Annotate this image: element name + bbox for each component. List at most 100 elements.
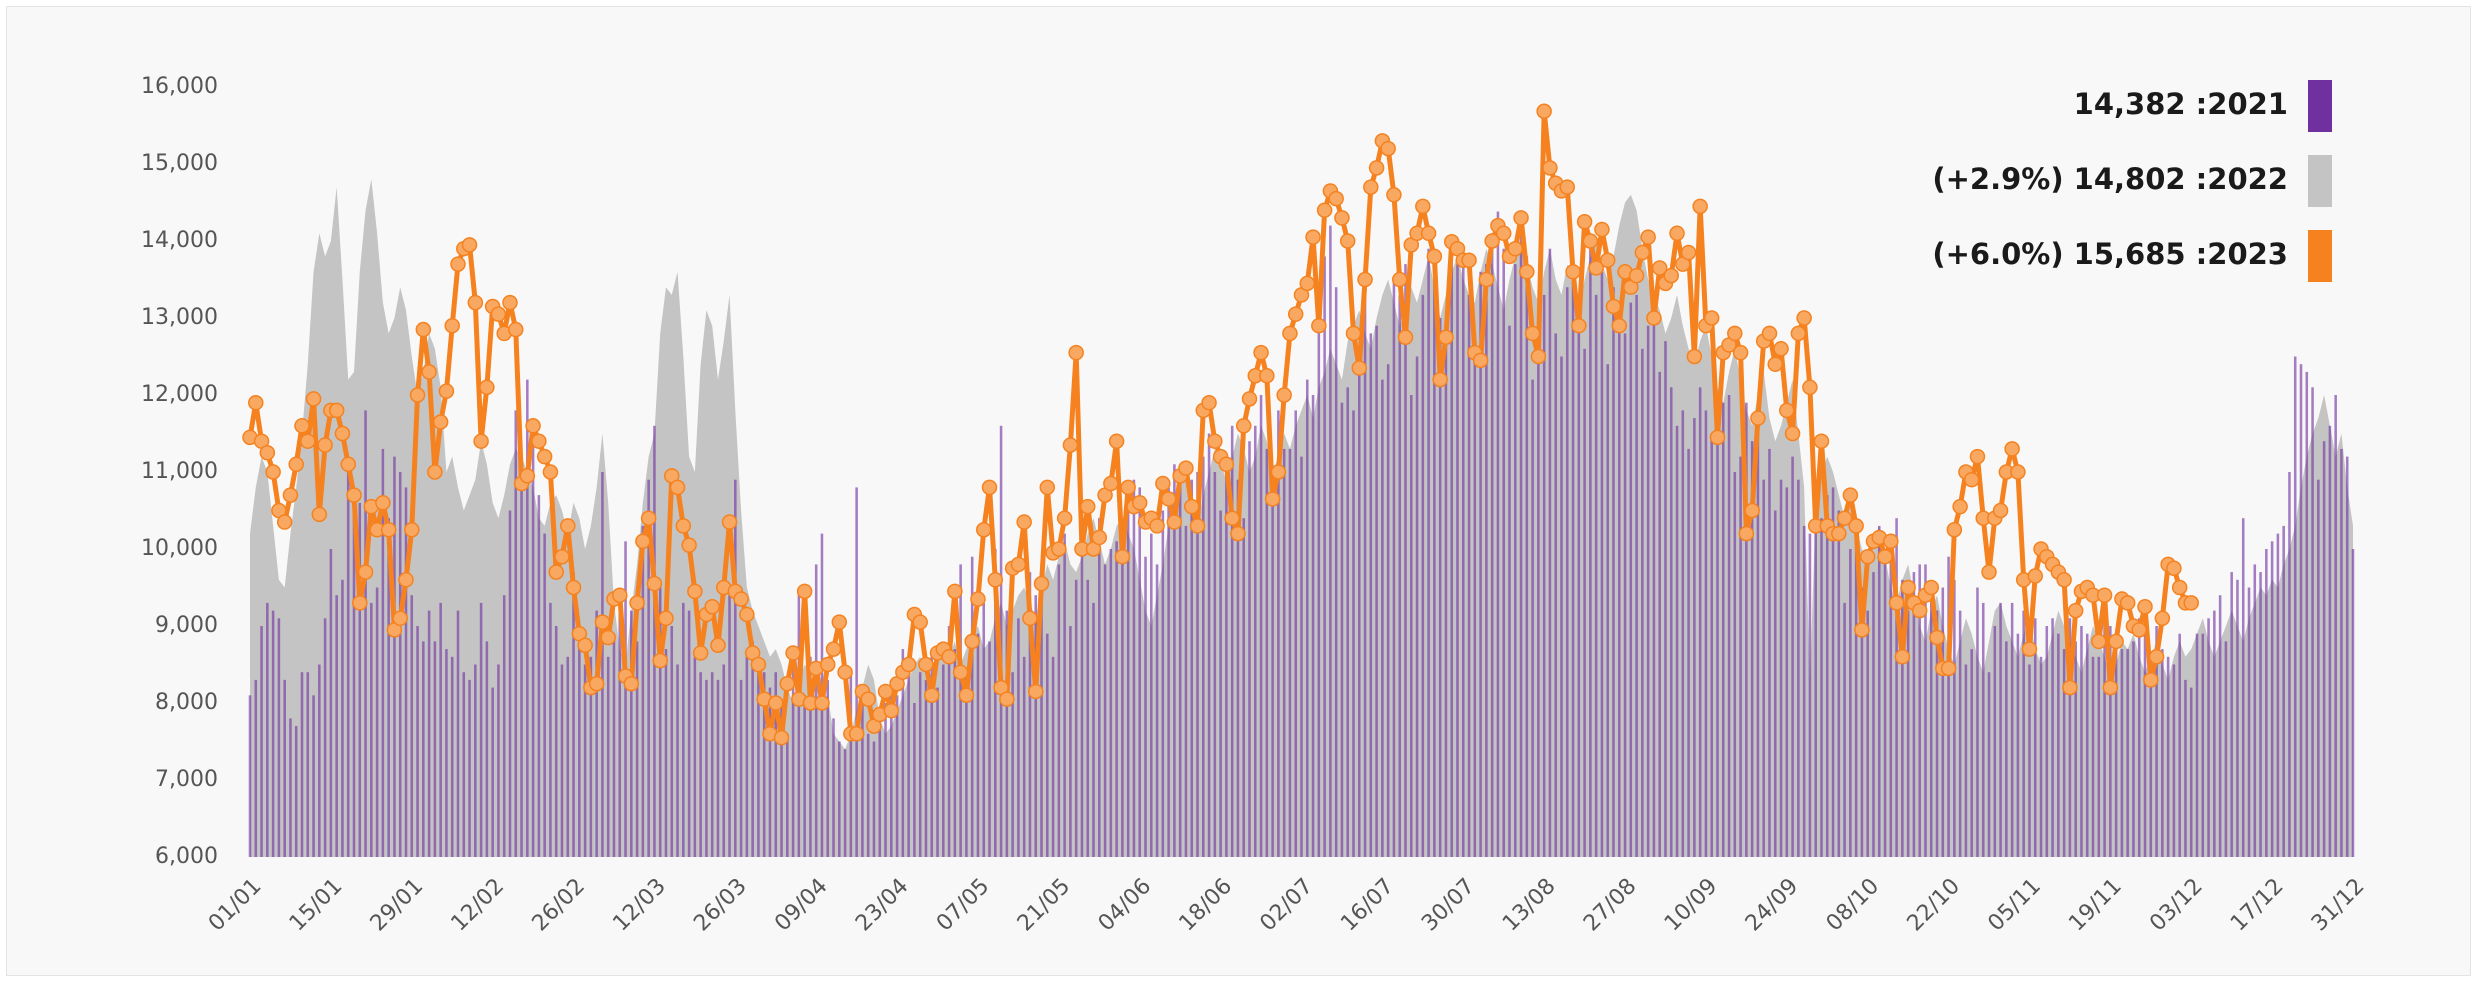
bar [716,679,720,857]
marker [1854,622,1870,638]
marker [2183,595,2199,611]
bar [560,664,564,857]
bar [1837,510,1841,857]
legend-swatch [2308,155,2332,207]
bar [1277,410,1280,857]
x-tick-label: 02/07 [1255,874,1318,937]
bar [393,456,396,857]
marker [2021,641,2038,657]
bar [797,595,801,857]
marker [1813,433,1830,449]
marker [1779,402,1795,419]
bar [1641,348,1644,857]
bar-layer [248,211,2355,858]
bar [618,602,622,857]
marker [2119,595,2136,611]
bar [1375,325,1378,857]
bar [277,618,281,857]
bar [1560,356,1563,857]
marker [825,641,842,657]
bar [1161,510,1165,857]
x-tick-label: 30/07 [1417,874,1480,937]
bar [1762,479,1765,857]
marker [600,629,616,646]
marker [1940,660,1957,677]
bar [1958,610,1962,857]
bar [2132,641,2135,857]
bar [612,633,616,857]
bar [514,410,518,857]
bar [566,656,570,857]
bar [1121,541,1124,857]
marker [1767,356,1784,372]
bar [2166,656,2170,857]
marker [1680,244,1697,261]
bar [485,641,489,857]
marker [1582,233,1599,249]
bar [1571,264,1575,858]
bar [294,726,298,857]
bar [1421,294,1425,857]
bar [404,487,408,857]
marker [635,533,651,550]
marker [1507,240,1524,257]
marker [1438,329,1454,345]
bar [930,656,934,857]
marker [1056,510,1073,526]
marker [490,306,507,322]
marker [1276,387,1292,403]
bar [462,672,466,857]
marker [404,522,420,538]
bar [1814,518,1817,857]
bar [988,641,991,857]
bar [1398,294,1401,857]
bar [751,641,754,857]
bar [468,679,471,857]
marker [1981,564,1997,580]
bar [814,564,818,857]
bar [2149,656,2153,857]
marker [1484,233,1500,249]
marker [1363,179,1379,195]
marker [1565,264,1581,280]
bar [2074,641,2077,857]
bar [1698,387,1702,857]
marker [1259,368,1275,384]
marker [1836,510,1853,526]
bar [1502,248,1505,857]
marker [675,518,692,534]
bar [271,610,275,857]
marker [987,572,1004,588]
bar [1756,425,1760,857]
marker [1542,160,1558,176]
bar [2085,633,2089,857]
bar [1306,379,1309,857]
legend-swatch [2308,230,2332,282]
marker [1750,410,1766,426]
bar [1017,618,1020,857]
bar [2299,364,2303,857]
marker [1727,325,1743,342]
bar [589,656,593,857]
bar [832,718,835,857]
bar [1589,241,1592,857]
bar [1548,248,1552,857]
marker [1160,491,1177,507]
bar [1831,487,1835,857]
marker [848,726,865,742]
bar [2247,587,2251,857]
marker [1380,140,1396,157]
marker [409,387,426,403]
bar [907,672,910,857]
marker [981,479,998,496]
bar [1034,595,1038,857]
bar [248,695,252,857]
marker [1334,210,1350,226]
marker [999,691,1015,707]
marker [1287,306,1304,322]
marker [2148,649,2165,665]
bar [1046,633,1049,857]
bar [1334,287,1338,857]
bar [1352,410,1355,857]
